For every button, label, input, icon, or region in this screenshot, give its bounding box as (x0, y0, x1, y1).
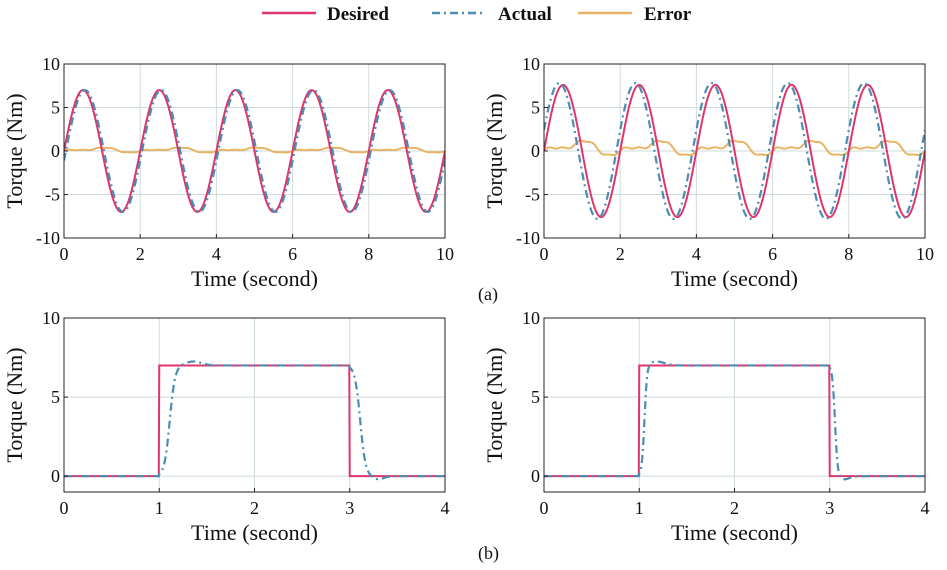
series-line-actual (64, 88, 445, 214)
x-axis-label: Time (second) (671, 266, 798, 291)
y-tick-label: -10 (36, 228, 60, 248)
subfigure-label-b: (b) (478, 543, 499, 564)
x-tick-label: 0 (60, 498, 69, 518)
y-tick-label: 10 (522, 308, 540, 328)
legend-label-error: Error (644, 4, 692, 25)
x-tick-label: 8 (364, 244, 373, 264)
y-axis-label: Torque (Nm) (482, 347, 507, 462)
x-tick-label: 10 (436, 244, 454, 264)
y-tick-label: -10 (516, 228, 540, 248)
x-tick-label: 6 (288, 244, 297, 264)
x-axis-label: Time (second) (671, 520, 798, 545)
y-tick-label: 0 (51, 141, 60, 161)
legend-label-actual: Actual (498, 4, 552, 25)
x-tick-label: 1 (635, 498, 644, 518)
series-line-desired (544, 83, 925, 219)
y-axis-label: Torque (Nm) (2, 93, 27, 208)
y-tick-label: 10 (522, 54, 540, 74)
x-tick-label: 0 (540, 244, 549, 264)
y-tick-label: 0 (531, 466, 540, 486)
y-tick-label: 5 (531, 387, 540, 407)
series-line-actual (544, 360, 925, 481)
x-tick-label: 2 (250, 498, 259, 518)
y-tick-label: 0 (531, 141, 540, 161)
x-tick-label: 2 (616, 244, 625, 264)
y-tick-label: 10 (42, 308, 60, 328)
x-tick-label: 2 (136, 244, 145, 264)
chart-top-left: 0 2 4 6 8 10 -10 -5 0 5 10 Time (second) Torque (Nm) (2, 54, 454, 291)
x-tick-label: 8 (844, 244, 853, 264)
x-tick-label: 6 (768, 244, 777, 264)
x-tick-label: 2 (730, 498, 739, 518)
y-tick-label: 5 (531, 98, 540, 118)
chart-top-right: 0 2 4 6 8 10 -10 -5 0 5 10 Time (second) Torque (Nm) (482, 54, 934, 291)
x-tick-label: 0 (540, 498, 549, 518)
x-tick-label: 4 (921, 498, 930, 518)
chart-bottom-right: 0 1 2 3 4 0 5 10 Time (second) Torque (Nm) (482, 308, 930, 545)
legend-label-desired: Desired (327, 4, 389, 25)
x-tick-label: 3 (825, 498, 834, 518)
x-tick-label: 3 (345, 498, 354, 518)
y-tick-label: 0 (51, 466, 60, 486)
series-line-desired (64, 89, 445, 213)
y-tick-label: 5 (51, 387, 60, 407)
y-tick-label: -5 (525, 185, 540, 205)
x-axis-label: Time (second) (191, 520, 318, 545)
x-axis-label: Time (second) (191, 266, 318, 291)
x-tick-label: 10 (916, 244, 934, 264)
series-line-actual (544, 82, 925, 220)
series-line-error (544, 139, 925, 157)
x-tick-label: 4 (692, 244, 701, 264)
y-tick-label: -5 (45, 185, 60, 205)
x-tick-label: 4 (441, 498, 450, 518)
x-tick-label: 4 (212, 244, 221, 264)
y-tick-label: 10 (42, 54, 60, 74)
x-tick-label: 0 (60, 244, 69, 264)
y-tick-label: 5 (51, 98, 60, 118)
y-axis-label: Torque (Nm) (482, 93, 507, 208)
legend: Desired Actual Error (262, 4, 692, 25)
y-axis-label: Torque (Nm) (2, 347, 27, 462)
x-tick-label: 1 (155, 498, 164, 518)
subfigure-label-a: (a) (478, 284, 498, 305)
chart-bottom-left: 0 1 2 3 4 0 5 10 Time (second) Torque (Nm) (2, 308, 450, 545)
series-line-actual (64, 360, 445, 481)
